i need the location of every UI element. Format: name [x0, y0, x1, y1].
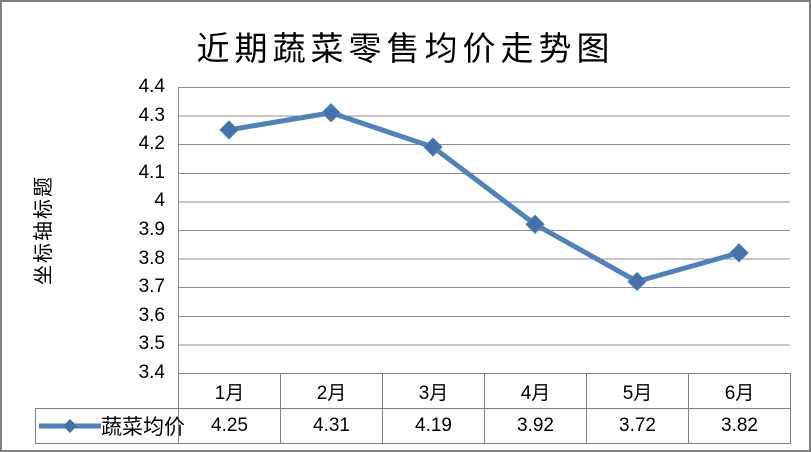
legend-key-cell: 蔬菜均价: [35, 408, 185, 444]
y-axis-tick-label: 3.5: [138, 333, 165, 355]
value-cell: 4.19: [383, 409, 485, 443]
value-cell: 4.31: [281, 409, 383, 443]
y-axis-tick-label: 3.7: [138, 276, 165, 298]
y-axis-tick-label: 4.4: [138, 76, 165, 97]
y-axis-tick-label: 4.3: [138, 104, 165, 126]
series-line: [226, 110, 742, 284]
value-cell: 3.82: [721, 415, 758, 436]
y-axis-tick-label: 4: [154, 190, 165, 212]
series-marker-diamond: [219, 120, 239, 140]
series-marker-diamond: [729, 243, 749, 263]
series-marker-diamond: [525, 214, 545, 234]
month-cell: 6月: [724, 382, 755, 404]
value-row: 4.25 4.31 4.19 3.92 3.72 3.82: [179, 409, 790, 443]
y-axis-tick-label: 3.9: [138, 219, 165, 240]
series-marker-diamond: [321, 103, 341, 123]
value-cell: 3.92: [485, 409, 587, 443]
series-marker-diamond: [423, 137, 443, 157]
month-cell: 2月: [281, 374, 383, 408]
data-table: 1月 2月 3月 4月 5月 6月 4.25 4.31 4.19 3.92 3.72 3.82: [178, 373, 791, 444]
y-axis-tick-label: 3.4: [138, 362, 165, 383]
series-marker-diamond: [627, 271, 647, 292]
month-cell: 1月: [179, 374, 281, 408]
value-cell: 3.72: [587, 409, 689, 443]
series-legend-marker-icon: [39, 419, 101, 433]
y-axis-tick-label: 4.2: [138, 133, 165, 155]
value-cell: 4.25: [179, 409, 281, 443]
plot-area: [178, 87, 790, 373]
month-cell: 3月: [383, 374, 485, 408]
y-axis-tick-label: 3.6: [138, 304, 165, 326]
chart-title: 近期蔬菜零售均价走势图: [196, 32, 615, 68]
y-axis-tick-label: 4.1: [138, 161, 165, 183]
month-header-row: 1月 2月 3月 4月 5月 6月: [179, 374, 790, 409]
legend-series-label: 蔬菜均价: [101, 415, 185, 439]
legend-diamond: [63, 419, 77, 433]
month-cell: 4月: [485, 374, 587, 408]
y-axis-tick-label: 3.8: [138, 247, 165, 269]
y-axis-title: 坐标轴标题: [33, 175, 55, 285]
month-cell: 5月: [587, 374, 689, 408]
